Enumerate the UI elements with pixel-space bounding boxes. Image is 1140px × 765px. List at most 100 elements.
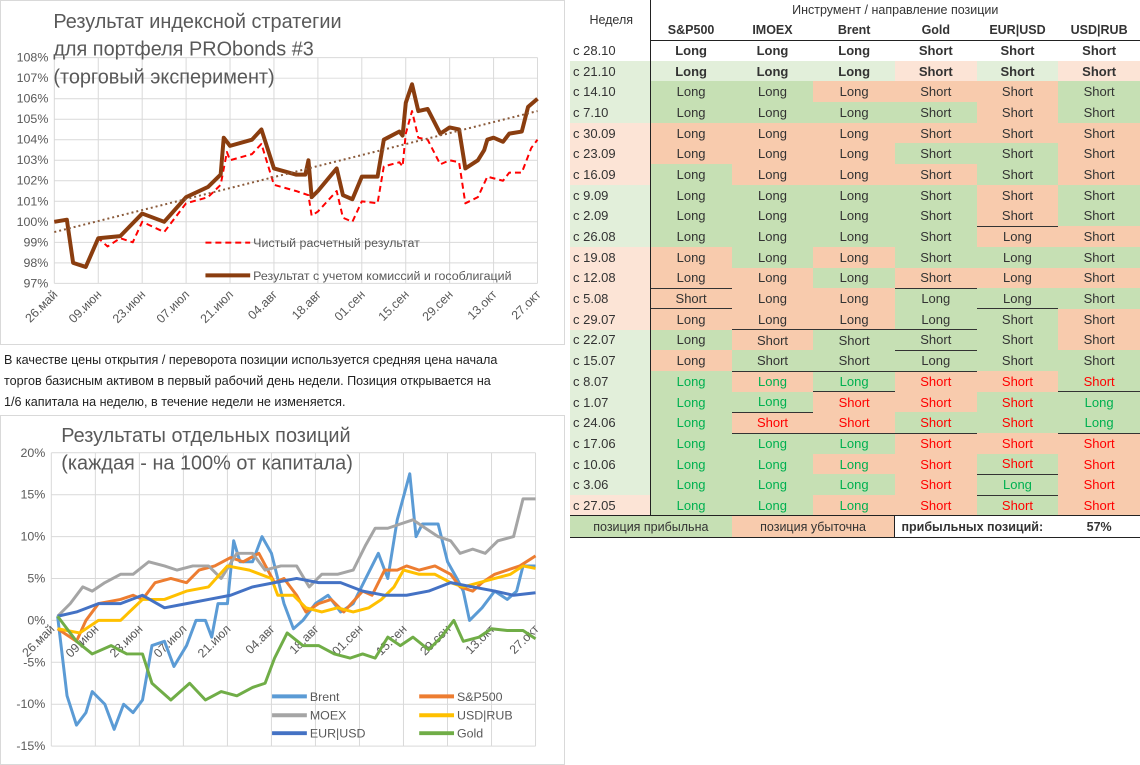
position-cell: Long [650, 267, 732, 289]
position-cell: Long [731, 122, 814, 144]
legend-label: Чистый расчетный результат [253, 236, 420, 250]
position-cell: Long [650, 143, 732, 165]
position-cell: Short [976, 60, 1059, 82]
position-cell: Long [813, 474, 895, 496]
week-cell: с 30.09 [570, 122, 651, 144]
position-cell: Long [731, 184, 814, 206]
y-tick-label: 0% [27, 613, 45, 627]
week-cell: с 23.09 [570, 143, 651, 165]
table-row: с 27.05 Long Long Long Short Short Short [570, 495, 1140, 516]
note-line: В качестве цены открытия / переворота по… [4, 353, 498, 367]
table-row: с 16.09 Long Long Long Short Short Short [570, 164, 1140, 185]
position-cell: Long [813, 371, 895, 393]
position-cell: Short [976, 122, 1059, 144]
column-header: IMOEX [731, 20, 814, 41]
table-row: с 19.08 Long Long Long Short Long Short [570, 246, 1140, 268]
legend-label: EUR|USD [310, 727, 366, 741]
position-cell: Long [650, 412, 732, 434]
position-cell: Short [1058, 495, 1140, 516]
week-cell: с 10.06 [570, 453, 651, 475]
chart-title-line: (каждая - на 100% от капитала) [61, 453, 353, 475]
note-line: торгов базисным активом в первый рабочий… [4, 374, 491, 388]
week-cell: с 5.08 [570, 288, 651, 309]
position-cell: Short [976, 143, 1059, 165]
position-cell: Short [894, 143, 977, 165]
series-line-moex [56, 497, 536, 618]
x-tick-label: 21.июл [198, 288, 237, 327]
table-row: с 29.07 Long Long Long Long Short Short [570, 308, 1140, 331]
column-header: EUR|USD [976, 20, 1059, 41]
y-tick-label: 103% [17, 153, 49, 167]
week-cell: с 21.10 [570, 60, 651, 82]
position-cell: Short [976, 81, 1059, 103]
position-cell: Long [731, 40, 814, 61]
week-cell: с 22.07 [570, 329, 651, 351]
x-tick-label: 27.окт [507, 622, 542, 657]
x-tick-label: 04.авг [243, 622, 278, 657]
position-cell: Long [813, 60, 895, 82]
position-cell: Long [731, 102, 814, 123]
week-cell: с 12.08 [570, 267, 651, 289]
position-cell: Short [894, 122, 977, 144]
position-cell: Short [1058, 60, 1140, 82]
y-tick-label: -15% [16, 739, 45, 753]
position-cell: Short [894, 495, 977, 516]
y-tick-label: 107% [17, 71, 49, 85]
series-line-чистый-расчетный-результат [54, 110, 539, 268]
position-cell: Short [813, 350, 895, 372]
position-cell: Long [650, 433, 732, 454]
position-cell: Long [813, 453, 895, 475]
position-cell: Long [650, 205, 732, 227]
legend-profit: позиция прибыльна [570, 515, 732, 539]
week-cell: с 2.09 [570, 205, 651, 227]
position-cell: Long [731, 246, 814, 268]
table-row: с 24.06 Long Short Short Short Short Long [570, 412, 1140, 434]
position-cell: Long [813, 122, 895, 144]
week-cell: с 3.06 [570, 474, 651, 496]
position-cell: Short [1058, 184, 1140, 206]
position-cell: Short [1058, 102, 1140, 123]
position-cell: Long [731, 164, 814, 185]
week-cell: с 16.09 [570, 164, 651, 185]
position-cell: Long [650, 164, 732, 185]
position-cell: Short [1058, 371, 1140, 393]
y-tick-label: 105% [17, 112, 49, 126]
week-cell: с 1.07 [570, 391, 651, 413]
position-cell: Long [731, 288, 814, 309]
legend-label: Результат с учетом комиссий и гособлигац… [253, 269, 511, 283]
chart-title-line: Результаты отдельных позиций [61, 425, 350, 447]
position-cell: Short [894, 60, 977, 82]
position-cell: Long [813, 205, 895, 227]
position-cell: Long [894, 308, 977, 331]
position-cell: Short [731, 412, 814, 434]
table-row: с 1.07 Long Long Short Short Short Long [570, 391, 1140, 413]
chart-title-line: (торговый эксперимент) [53, 67, 274, 89]
table-row: с 9.09 Long Long Long Short Short Short [570, 184, 1140, 206]
position-cell: Short [813, 412, 895, 434]
y-tick-label: 97% [24, 276, 49, 290]
position-cell: Short [731, 329, 814, 351]
week-cell: с 19.08 [570, 246, 651, 268]
positions-result-chart: -15%-10%-5%0%5%10%15%20%26.май 09.июн 23.и… [0, 415, 565, 765]
position-cell: Long [813, 246, 895, 268]
x-tick-label: 27.окт [509, 287, 544, 322]
week-cell: с 14.10 [570, 81, 651, 103]
week-cell: с 9.09 [570, 184, 651, 206]
position-cell: Long [650, 184, 732, 206]
table-row: с 26.08 Long Long Long Short Long Short [570, 226, 1140, 247]
position-cell: Short [894, 371, 977, 392]
series-line-eur-usd [57, 576, 536, 618]
position-cell: Short [813, 329, 895, 351]
position-cell: Long [813, 184, 895, 206]
position-cell: Long [731, 267, 814, 289]
profitable-label: прибыльных позиций: [894, 515, 1059, 539]
y-tick-label: 99% [24, 235, 49, 249]
y-tick-label: 10% [21, 530, 46, 544]
position-cell: Long [650, 102, 732, 123]
table-row: с 17.06 Long Long Long Short Short Short [570, 433, 1140, 454]
position-cell: Short [894, 391, 977, 413]
position-cell: Short [976, 102, 1059, 123]
note-line: 1/6 капитала на неделю, в течение недели… [4, 395, 346, 409]
position-cell: Long [894, 350, 977, 372]
week-cell: с 24.06 [570, 412, 651, 434]
